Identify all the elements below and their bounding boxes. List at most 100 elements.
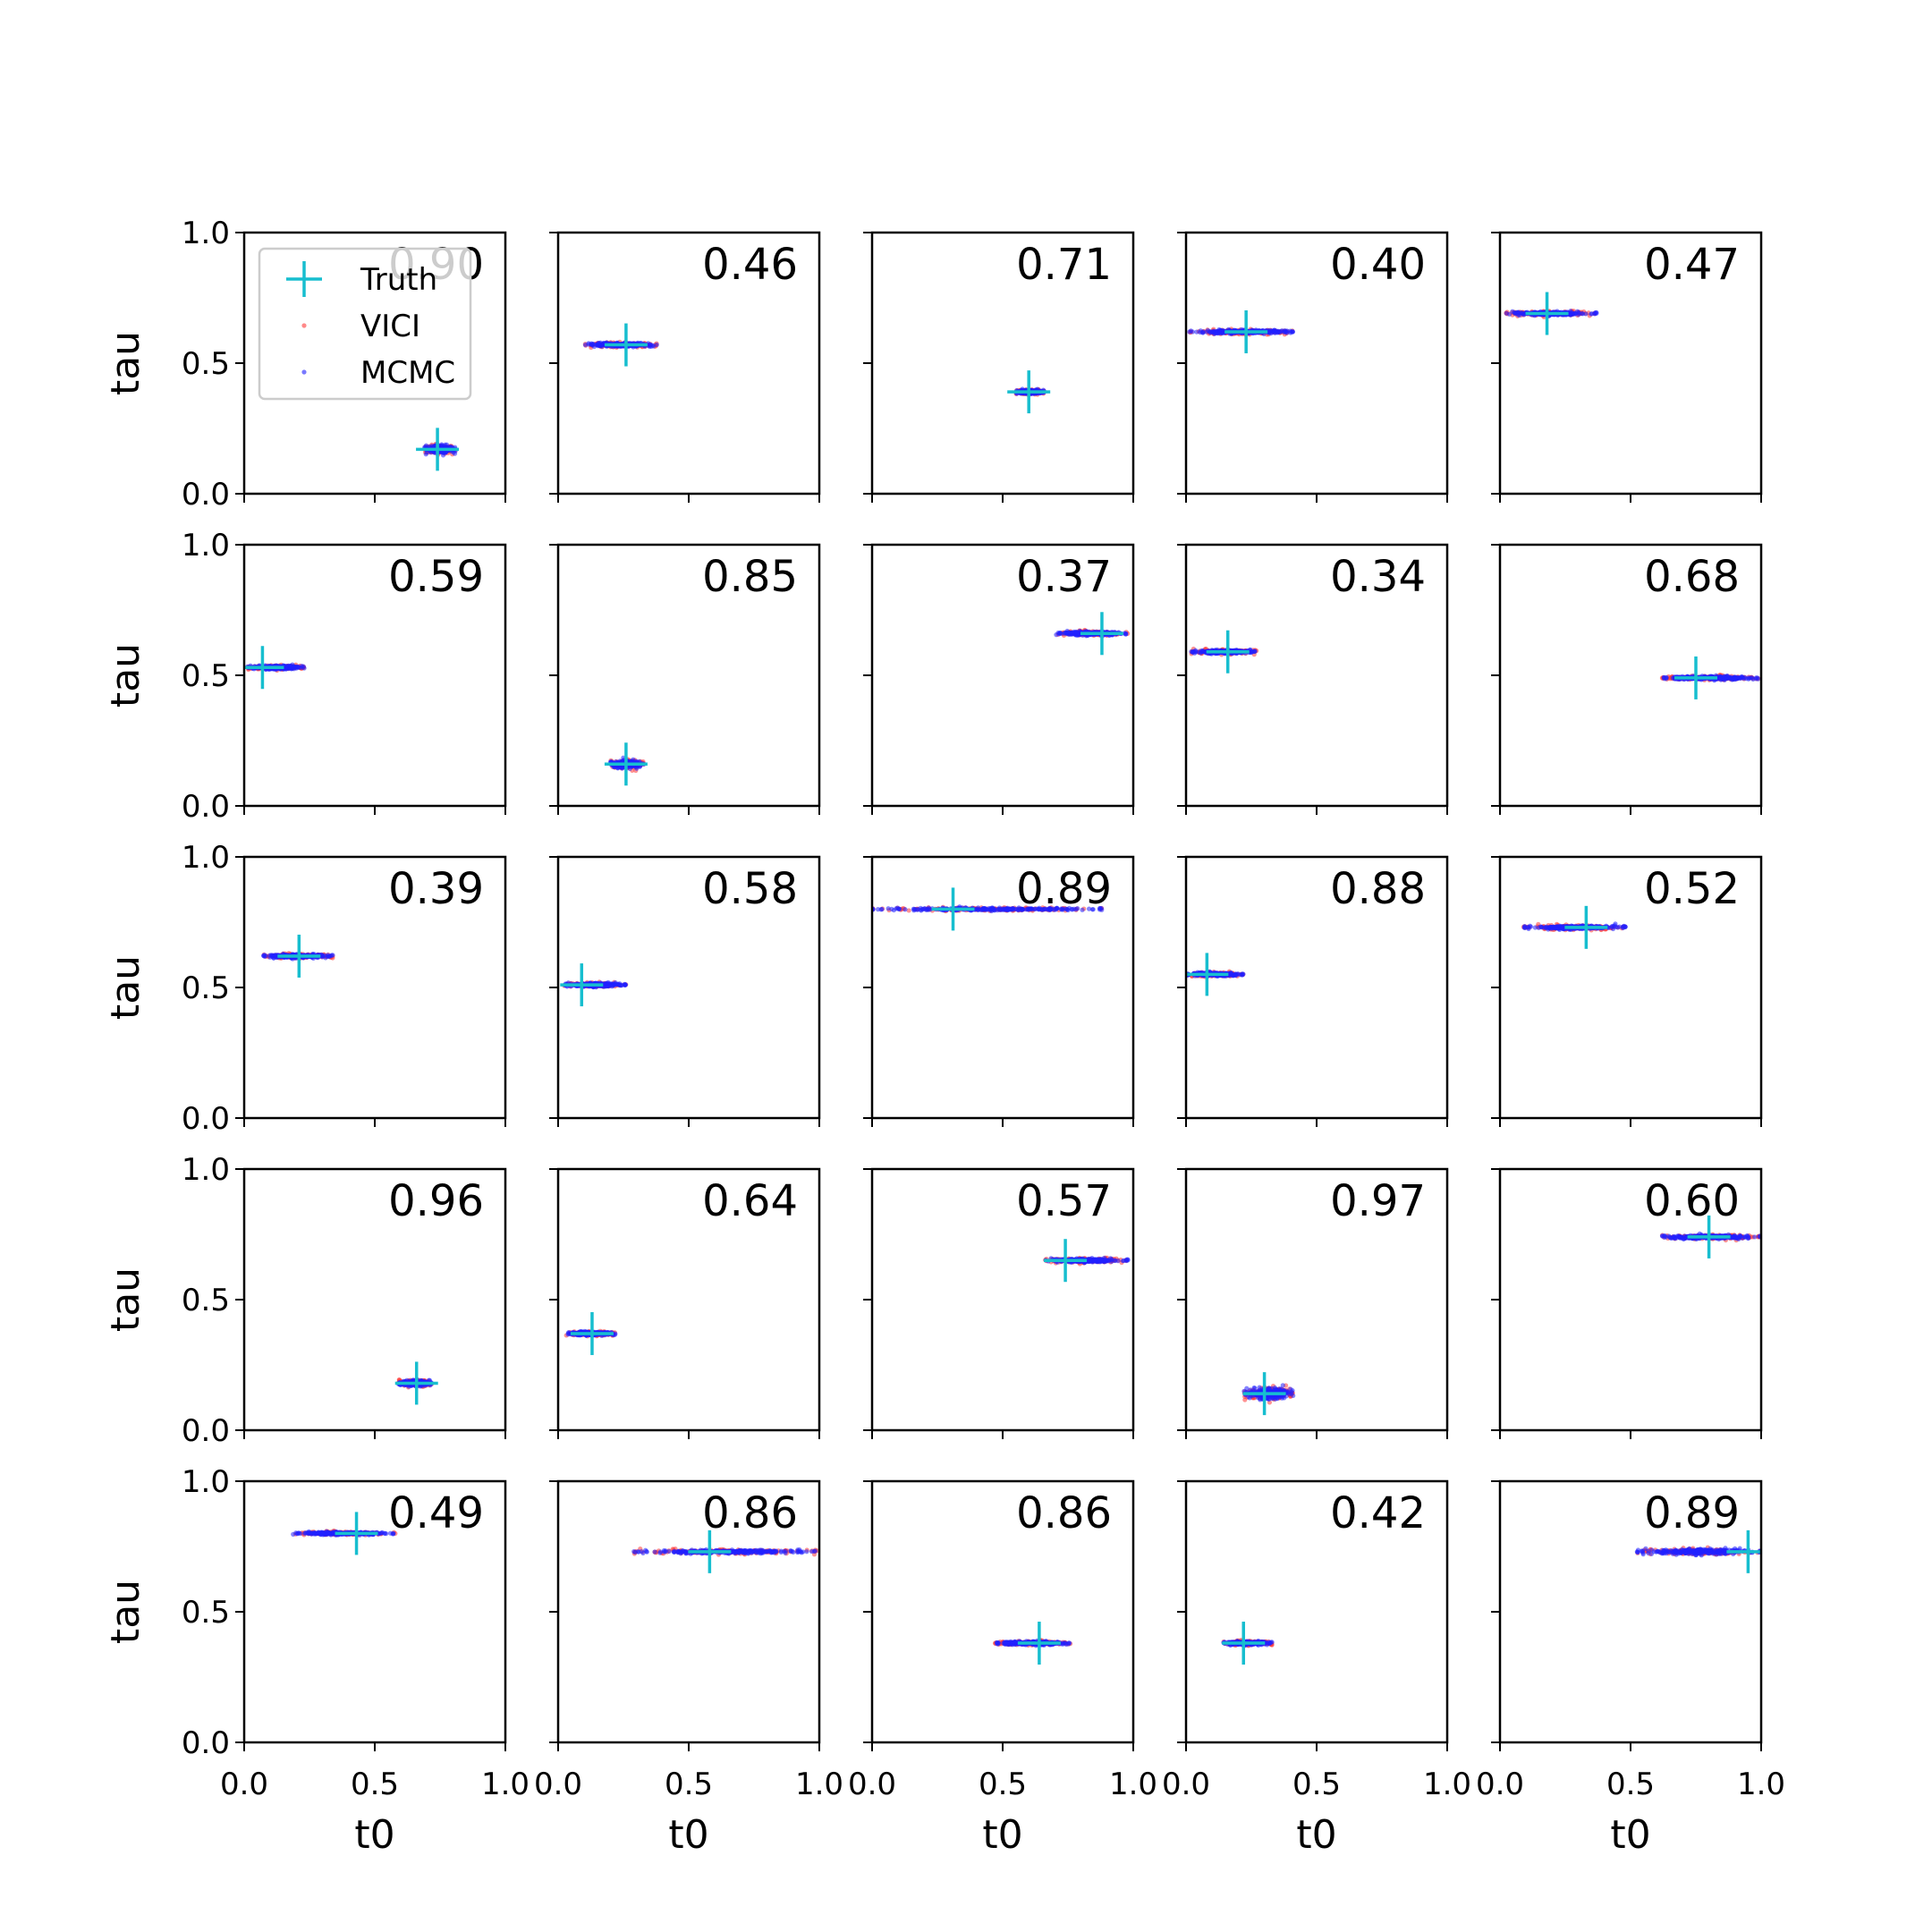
panel-points (1054, 612, 1131, 656)
mcmc-sample (1123, 631, 1129, 637)
mcmc-sample (1194, 329, 1199, 335)
mcmc-sample (1568, 312, 1573, 318)
panel-points (244, 646, 307, 690)
panel-value-label: 0.40 (1330, 240, 1426, 290)
mcmc-sample (619, 982, 624, 987)
mcmc-sample (1216, 329, 1222, 335)
panel-value-label: 0.34 (1330, 552, 1426, 602)
y-tick-label: 0.5 (182, 658, 230, 694)
mcmc-sample (301, 664, 306, 669)
panel-points (1007, 370, 1051, 414)
mcmc-sample (320, 953, 326, 959)
mcmc-sample (1717, 675, 1723, 681)
legend-label-vici: VICI (360, 309, 420, 344)
legend-label-truth: Truth (360, 262, 437, 298)
panel-value-label: 0.37 (1016, 552, 1112, 602)
mcmc-sample (288, 663, 293, 669)
panel-value-label: 0.46 (702, 240, 798, 290)
mcmc-sample (1250, 648, 1256, 655)
mcmc-sample (1750, 675, 1755, 681)
mcmc-sample (1755, 676, 1761, 682)
mcmc-sample (1290, 329, 1295, 335)
mcmc-sample (620, 766, 625, 771)
panel-value-label: 0.39 (388, 864, 484, 914)
panel-points (416, 428, 460, 471)
mcmc-sample (606, 982, 612, 987)
mcmc-sample (589, 343, 596, 348)
panel-value-label: 0.47 (1644, 240, 1740, 290)
panel-points (582, 323, 659, 367)
mcmc-sample (1576, 309, 1581, 316)
panel-points (1504, 292, 1599, 335)
mcmc-sample (615, 981, 621, 987)
panel-7: 0.85 (549, 543, 821, 815)
y-tick-label: 0.0 (182, 789, 230, 825)
panel-points (1659, 656, 1761, 699)
y-tick-label: 1.0 (182, 528, 230, 564)
mcmc-sample (284, 664, 289, 669)
panel-9: 0.34 (1177, 543, 1449, 815)
y-axis-title: tau (103, 643, 148, 708)
y-tick-label: 0.5 (182, 970, 230, 1006)
panel-points (1187, 309, 1295, 353)
panel-grid: 0.00.51.0tau0.90TruthVICIMCMC0.460.710.4… (103, 216, 1785, 1858)
panel-3: 0.71 (863, 231, 1135, 503)
panel-2: 0.46 (549, 231, 821, 503)
panel-5: 0.47 (1491, 231, 1763, 503)
y-tick-label: 0.5 (182, 346, 230, 382)
panel-points (1189, 630, 1259, 674)
mcmc-sample (1190, 329, 1196, 335)
panel-10: 0.68 (1491, 543, 1763, 815)
mcmc-sample (1207, 328, 1213, 335)
mcmc-sample (1064, 630, 1070, 636)
mcmc-sample (326, 953, 332, 960)
mcmc-sample (1191, 648, 1197, 655)
legend-mcmc-icon (301, 369, 307, 375)
panel-value-label: 0.71 (1016, 240, 1112, 290)
panel-12: 0.58 (549, 855, 821, 1127)
panel-points (604, 742, 648, 786)
mcmc-sample (582, 343, 589, 348)
mcmc-sample (271, 953, 276, 959)
panel-8: 0.37 (863, 543, 1135, 815)
panel-value-label: 0.85 (702, 552, 798, 602)
y-axis-title: tau (103, 955, 148, 1020)
legend: Truth VICI MCMC (258, 247, 472, 401)
mcmc-sample (1199, 648, 1205, 653)
panel-points (261, 934, 335, 978)
mcmc-sample (1187, 329, 1192, 335)
mcmc-sample (1510, 309, 1515, 314)
mcmc-sample (1735, 675, 1741, 681)
panel-value-label: 0.68 (1644, 552, 1740, 602)
y-axis-title: tau (103, 331, 148, 395)
mcmc-sample (1283, 328, 1288, 334)
mcmc-sample (1520, 311, 1526, 317)
mcmc-sample (1592, 311, 1597, 317)
y-tick-label: 0.0 (182, 1101, 230, 1137)
mcmc-sample (1583, 311, 1589, 317)
mcmc-sample (1589, 311, 1594, 317)
mcmc-sample (648, 343, 653, 348)
mcmc-sample (1269, 328, 1275, 334)
mcmc-sample (1507, 311, 1513, 317)
mcmc-sample (330, 953, 335, 958)
panel-11: 0.0 0.5 1.0 tau 0.39 (103, 840, 507, 1137)
panel-points (560, 963, 629, 1007)
panel-4: 0.40 (1177, 231, 1449, 503)
mcmc-sample (654, 342, 659, 348)
legend-label-mcmc: MCMC (360, 355, 455, 391)
mcmc-sample (1198, 329, 1203, 335)
mcmc-sample (1275, 328, 1281, 334)
y-tick-label: 1.0 (182, 840, 230, 876)
mcmc-sample (452, 451, 458, 456)
mcmc-sample (595, 343, 600, 348)
mcmc-sample (1069, 631, 1074, 636)
y-tick-label: 0.0 (182, 477, 230, 513)
mcmc-sample (1020, 386, 1025, 392)
mcmc-sample (1727, 674, 1733, 681)
legend-box (258, 247, 472, 401)
mcmc-sample (1664, 676, 1669, 682)
